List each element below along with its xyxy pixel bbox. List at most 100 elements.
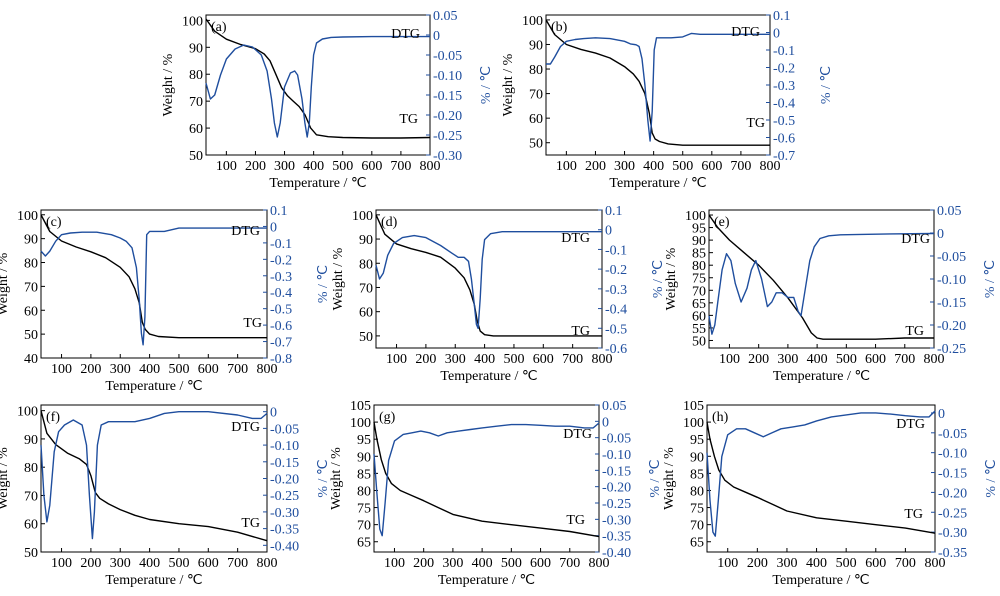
x-tick-label: 600	[865, 352, 886, 367]
x-tick-label: 800	[924, 352, 945, 367]
x-tick-label: 100	[386, 352, 407, 367]
y2-tick-label: -0.5	[605, 322, 627, 337]
dtg-annotation: DTG	[896, 417, 925, 432]
y2-tick-label: -0.3	[270, 270, 292, 285]
y2-tick-label: -0.15	[270, 456, 299, 471]
x-tick-label: 200	[245, 159, 266, 174]
dtg-annotation: DTG	[901, 232, 930, 247]
plot-frame	[708, 209, 935, 349]
dtg-curve	[708, 232, 935, 335]
x-tick-label: 600	[865, 556, 886, 571]
x-tick-label: 300	[110, 362, 131, 377]
y-tick-label: 50	[529, 137, 543, 152]
y-tick-label: 70	[24, 280, 38, 295]
x-tick-label: 800	[257, 556, 278, 571]
y2-tick-label: -0.1	[773, 44, 795, 59]
y-tick-label: 50	[24, 328, 38, 343]
y2-tick-label: -0.8	[270, 352, 292, 367]
y-tick-label: 70	[24, 489, 38, 504]
y2-tick-label: 0.05	[937, 204, 962, 219]
x-tick-label: 400	[807, 352, 828, 367]
y2-tick-label: -0.1	[270, 237, 292, 252]
x-tick-label: 700	[894, 352, 915, 367]
y2-tick-label: -0.05	[433, 49, 462, 64]
y-tick-label: 70	[189, 95, 203, 110]
tg-annotation: TG	[746, 116, 765, 131]
x-tick-label: 100	[51, 362, 72, 377]
dtg-annotation: DTG	[561, 231, 590, 246]
y2-tick-label: -0.35	[602, 530, 631, 545]
x-tick-label: 700	[390, 159, 411, 174]
dtg-curve	[205, 35, 430, 138]
y-tick-label: 105	[683, 399, 704, 414]
y-tick-label: 70	[692, 284, 706, 299]
y-tick-label: 100	[352, 209, 373, 224]
y2-tick-label: -0.7	[270, 336, 292, 351]
plot-frame	[375, 209, 603, 349]
x-tick-label: 500	[836, 556, 857, 571]
y2-tick-label: 0.1	[270, 204, 288, 219]
x-tick-label: 300	[110, 556, 131, 571]
tg-annotation: TG	[566, 513, 585, 528]
dtg-curve	[375, 230, 602, 329]
y2-tick-label: -0.1	[605, 243, 627, 258]
x-tick-label: 200	[585, 159, 606, 174]
plot-frame	[373, 404, 600, 553]
y-tick-label: 90	[692, 234, 706, 249]
y-tick-label: 95	[357, 433, 371, 448]
panel-label: (h)	[712, 410, 729, 425]
x-axis-label: Temperature / ℃	[772, 573, 869, 588]
y2-tick-label: -0.7	[773, 149, 795, 164]
y2-tick-label: -0.20	[602, 481, 631, 496]
x-tick-label: 300	[445, 352, 466, 367]
x-axis-label: Temperature / ℃	[438, 573, 535, 588]
y-tick-label: 95	[692, 222, 706, 237]
y2-axis-label: % / ℃	[819, 66, 834, 104]
x-tick-label: 600	[701, 159, 722, 174]
y-axis-label: Weight / %	[662, 447, 677, 510]
x-tick-label: 400	[139, 362, 160, 377]
y2-tick-label: -0.3	[605, 283, 627, 298]
y-tick-label: 90	[690, 450, 704, 465]
y2-axis-label: % / ℃	[316, 265, 331, 303]
x-tick-label: 200	[80, 362, 101, 377]
x-tick-label: 400	[806, 556, 827, 571]
x-tick-label: 500	[501, 556, 522, 571]
y2-tick-label: -0.40	[602, 546, 631, 561]
x-tick-label: 400	[139, 556, 160, 571]
y2-tick-label: -0.35	[270, 523, 299, 538]
y2-tick-label: -0.2	[270, 253, 292, 268]
panel-label: (g)	[379, 410, 396, 425]
x-tick-label: 400	[472, 556, 493, 571]
y2-tick-label: -0.5	[773, 114, 795, 129]
y2-tick-label: -0.4	[270, 286, 292, 301]
y-tick-label: 90	[529, 38, 543, 53]
y-tick-label: 65	[690, 536, 704, 551]
y-tick-label: 40	[24, 352, 38, 367]
y2-tick-label: 0	[773, 27, 780, 42]
y2-tick-label: -0.3	[773, 79, 795, 94]
x-tick-label: 200	[415, 352, 436, 367]
y-tick-label: 90	[359, 233, 373, 248]
y2-tick-label: -0.40	[270, 539, 299, 554]
y-axis-label: Weight / %	[0, 252, 11, 315]
y2-tick-label: 0	[270, 220, 277, 235]
x-tick-label: 700	[895, 556, 916, 571]
tg-annotation: TG	[243, 316, 262, 331]
y2-tick-label: -0.30	[433, 149, 462, 164]
y-tick-label: 80	[690, 484, 704, 499]
x-tick-label: 100	[719, 352, 740, 367]
dtg-curve	[706, 410, 936, 537]
y2-tick-label: -0.30	[938, 526, 967, 541]
x-axis-label: Temperature / ℃	[105, 573, 202, 588]
x-tick-label: 800	[592, 352, 613, 367]
x-tick-label: 100	[717, 556, 738, 571]
panel-label: (b)	[551, 20, 568, 35]
x-tick-label: 100	[556, 159, 577, 174]
y-tick-label: 95	[690, 433, 704, 448]
y-tick-label: 80	[24, 461, 38, 476]
y2-tick-label: 0	[433, 29, 440, 44]
y-tick-label: 80	[529, 63, 543, 78]
y-axis-label: Weight / %	[331, 247, 346, 310]
